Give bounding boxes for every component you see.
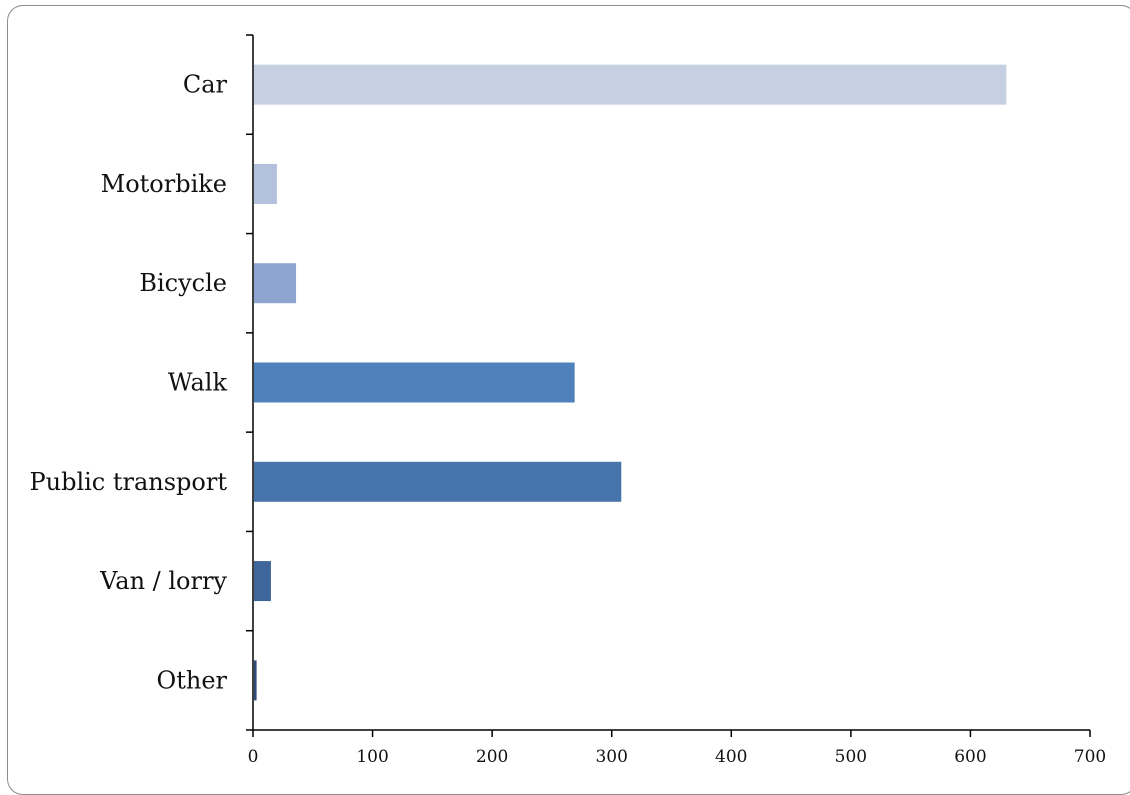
- bar-other: [254, 660, 257, 701]
- bar-car: [254, 64, 1007, 105]
- category-label: Motorbike: [101, 170, 227, 198]
- category-label: Van / lorry: [99, 567, 227, 595]
- bar-bicycle: [254, 263, 297, 304]
- category-label: Car: [183, 71, 228, 99]
- x-tick-label: 600: [954, 747, 986, 767]
- x-tick-label: 100: [356, 747, 388, 767]
- axes-group: [246, 34, 1091, 737]
- x-tick-label: 0: [248, 747, 259, 767]
- bars-group: [254, 64, 1007, 701]
- x-tick-label: 300: [595, 747, 627, 767]
- x-tick-label: 400: [715, 747, 747, 767]
- category-label: Public transport: [29, 468, 227, 496]
- x-tick-label: 700: [1074, 747, 1106, 767]
- bar-walk: [254, 362, 575, 403]
- bar-van-lorry: [254, 561, 271, 602]
- bar-public-transport: [254, 461, 622, 502]
- bar-motorbike: [254, 163, 277, 204]
- x-tick-label: 500: [835, 747, 867, 767]
- category-label: Bicycle: [139, 269, 227, 297]
- category-label: Walk: [168, 369, 228, 397]
- x-tick-label: 200: [476, 747, 508, 767]
- category-label: Other: [157, 666, 228, 694]
- labels-group: Car Motorbike Bicycle Walk Public transport V…: [29, 71, 1106, 767]
